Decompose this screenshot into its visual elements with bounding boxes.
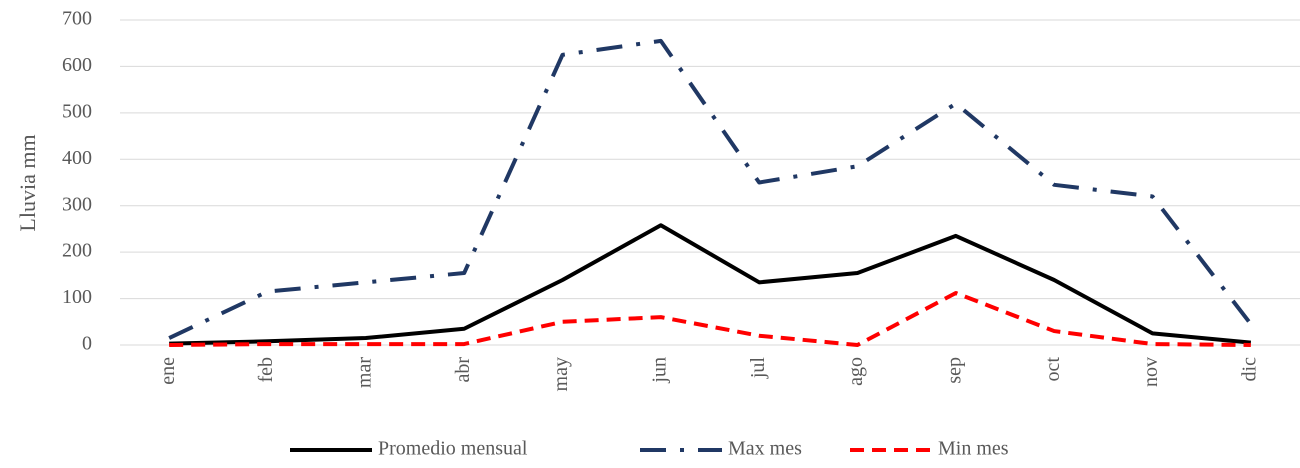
x-tick-label: oct: [1042, 357, 1064, 382]
x-tick-label: abr: [452, 357, 474, 383]
y-axis-label: Lluvia mm: [15, 134, 40, 231]
legend-label: Promedio mensual: [378, 438, 528, 460]
x-tick-label: ago: [845, 357, 867, 386]
series-line: [168, 38, 1253, 340]
y-tick-label: 400: [62, 147, 92, 169]
x-tick-label: dic: [1238, 357, 1260, 382]
x-tick-label: may: [550, 357, 572, 391]
y-tick-label: 600: [62, 54, 92, 76]
x-tick-label: feb: [255, 357, 277, 383]
x-tick-label: mar: [353, 357, 375, 388]
y-tick-label: 700: [62, 8, 92, 30]
y-tick-label: 100: [62, 286, 92, 308]
y-tick-label: 500: [62, 100, 92, 122]
x-tick-label: sep: [943, 357, 965, 384]
series-line: [169, 223, 1252, 346]
x-tick-label: ene: [157, 357, 179, 385]
series-line: [169, 291, 1251, 347]
legend-label: Max mes: [728, 438, 802, 460]
y-tick-label: 0: [82, 333, 92, 355]
y-tick-label: 300: [62, 193, 92, 215]
x-tick-label: nov: [1140, 357, 1162, 387]
y-tick-label: 200: [62, 240, 92, 262]
legend-label: Min mes: [938, 438, 1009, 460]
x-tick-label: jun: [648, 357, 670, 384]
x-tick-label: jul: [747, 357, 769, 380]
